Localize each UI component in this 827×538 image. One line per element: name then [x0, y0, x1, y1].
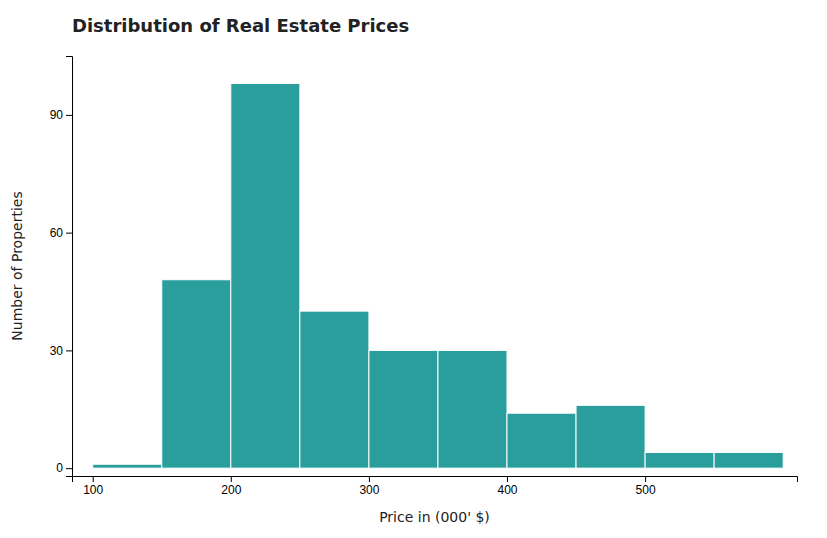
chart: 100 200 300 400 500 0 30 60 90 Distribution of Re…	[0, 0, 827, 538]
bar	[231, 83, 300, 468]
y-tick: 60	[50, 226, 72, 240]
y-axis-label: Number of Properties	[9, 191, 25, 340]
x-tick-label: 400	[497, 483, 517, 497]
bar	[645, 452, 714, 468]
x-tick-label: 100	[83, 483, 103, 497]
x-tick-mark	[369, 476, 370, 482]
y-tick-mark	[66, 468, 72, 469]
bar	[300, 311, 369, 468]
y-tick-mark	[66, 350, 72, 351]
y-axis: 0 30 60 90	[50, 57, 73, 477]
x-tick: 200	[221, 476, 241, 497]
x-tick-label: 300	[359, 483, 379, 497]
x-tick-mark	[507, 476, 508, 482]
x-axis: 100 200 300 400 500	[73, 476, 798, 497]
y-axis-line	[66, 57, 73, 477]
y-tick-label: 90	[50, 108, 64, 122]
bar	[162, 280, 231, 468]
x-tick-mark	[93, 476, 94, 482]
bar	[714, 452, 783, 468]
y-tick: 30	[50, 344, 72, 358]
y-tick-mark	[66, 115, 72, 116]
bar	[438, 350, 507, 468]
x-tick: 500	[636, 476, 656, 497]
x-tick-label: 500	[636, 483, 656, 497]
x-tick: 100	[83, 476, 103, 497]
plot: 100 200 300 400 500 0 30 60 90	[50, 57, 798, 497]
y-tick-label: 30	[50, 344, 64, 358]
bar	[369, 350, 438, 468]
x-tick: 300	[359, 476, 379, 497]
y-tick: 0	[56, 461, 72, 475]
bar	[93, 464, 162, 468]
y-tick-mark	[66, 233, 72, 234]
x-tick-mark	[231, 476, 232, 482]
x-tick-mark	[645, 476, 646, 482]
x-tick: 400	[497, 476, 517, 497]
x-axis-label: Price in (000' $)	[379, 509, 490, 525]
x-axis-line	[73, 477, 798, 483]
title: Distribution of Real Estate Prices	[72, 15, 409, 36]
y-tick: 90	[50, 108, 72, 122]
y-tick-label: 0	[56, 461, 63, 475]
bar	[507, 413, 576, 468]
x-tick-label: 200	[221, 483, 241, 497]
bars	[93, 83, 783, 468]
y-tick-label: 60	[50, 226, 64, 240]
bar	[576, 405, 645, 468]
